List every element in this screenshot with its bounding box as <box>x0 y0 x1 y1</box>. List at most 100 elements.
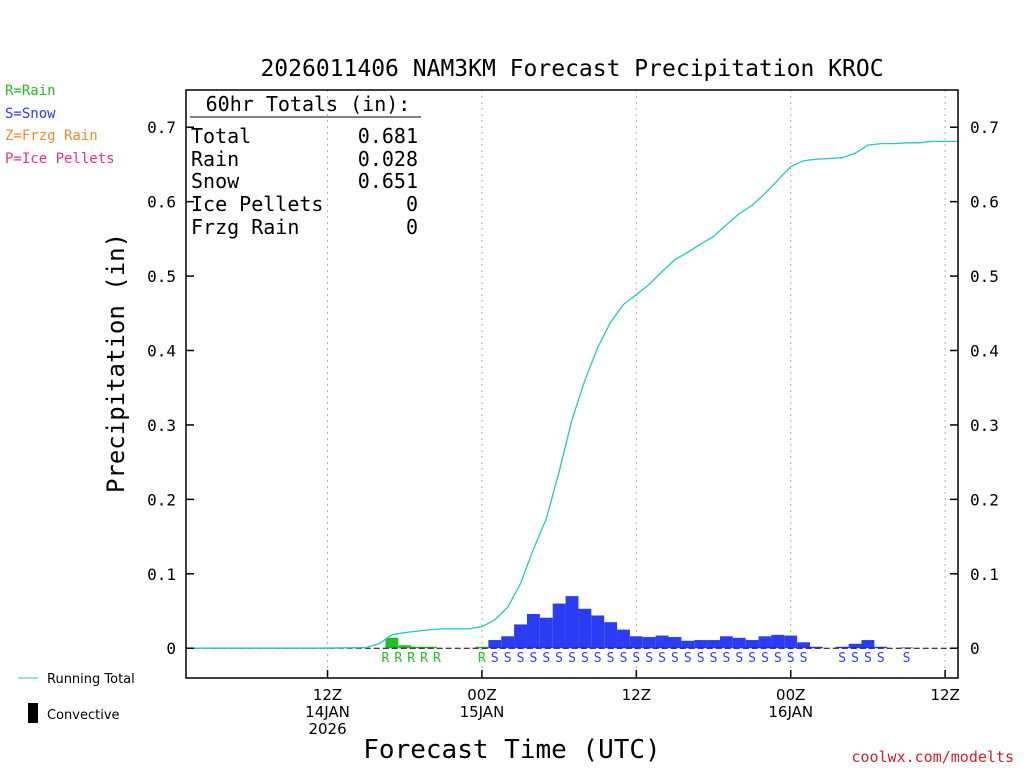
snow-bar-25 <box>810 646 823 649</box>
ptype-label-5: R <box>478 651 486 666</box>
totals-total-label: Total <box>191 124 251 148</box>
snow-bar-26 <box>835 646 849 649</box>
y-tick-label-left-0: 0 <box>166 639 176 658</box>
rain-bar-1 <box>398 645 412 649</box>
ptype-label-9: S <box>529 651 537 666</box>
legend-snow: S=Snow <box>5 106 56 122</box>
ptype-label-29: S <box>787 651 795 666</box>
convective-label: Convective <box>47 708 120 723</box>
snow-bar-15 <box>681 640 695 649</box>
snow-bar-21 <box>758 636 772 649</box>
ptype-label-28: S <box>774 651 782 666</box>
y-tick-label-left-2: 0.2 <box>147 490 176 509</box>
ptype-label-17: S <box>632 651 640 666</box>
ptype-label-27: S <box>761 651 769 666</box>
ptype-label-4: R <box>433 651 441 666</box>
ptype-label-14: S <box>594 651 602 666</box>
ptype-label-16: S <box>620 651 628 666</box>
legend-ice-pellets: P=Ice Pellets <box>5 151 115 167</box>
snow-bar-2 <box>514 624 527 649</box>
snow-bar-22 <box>771 634 785 649</box>
ptype-label-8: S <box>517 651 525 666</box>
gridlines <box>327 90 946 678</box>
axes: 0 00.1 0.10.2 0.20.3 0.30.4 0.40.5 0.50.6 0.60.… <box>147 89 999 738</box>
snow-bar-16 <box>694 640 708 649</box>
x-tick-label-0-2: 2026 <box>308 720 346 738</box>
totals-rain-value: 0.028 <box>358 147 418 171</box>
snow-bar-17 <box>707 640 720 649</box>
plot-frame <box>185 89 959 679</box>
y-tick-label-right-6: 0.6 <box>970 193 999 212</box>
totals-ice-pellets-label: Ice Pellets <box>191 192 323 216</box>
y-tick-label-right-0: 0 <box>970 639 980 658</box>
snow-bar-9 <box>604 622 618 649</box>
totals-total-value: 0.681 <box>358 124 418 148</box>
snow-bar-1 <box>501 636 515 649</box>
snow-bar-5 <box>552 603 566 649</box>
y-tick-label-right-5: 0.5 <box>970 267 999 286</box>
totals-snow-label: Snow <box>191 169 240 193</box>
totals-frzg-rain-label: Frzg Rain <box>191 215 299 239</box>
snow-bar-4 <box>539 617 553 649</box>
snow-bar-13 <box>655 635 669 649</box>
rain-bar-0 <box>385 637 399 649</box>
ptype-label-0: R <box>381 651 389 666</box>
y-tick-label-left-7: 0.7 <box>147 118 176 137</box>
running-total-line <box>193 140 958 649</box>
ptype-label-18: S <box>645 651 653 666</box>
ptype-label-1: R <box>394 651 402 666</box>
y-tick-label-right-3: 0.3 <box>970 416 999 435</box>
y-tick-label-right-1: 0.1 <box>970 565 999 584</box>
rain-bar-3 <box>424 646 437 649</box>
x-tick-label-0-0: 12Z <box>313 686 342 704</box>
ptype-label-11: S <box>555 651 563 666</box>
ptype-label-34: S <box>877 651 885 666</box>
snow-bar-18 <box>719 636 733 649</box>
rain-bar-4 <box>475 646 489 649</box>
x-tick-label-3-1: 16JAN <box>768 703 813 721</box>
ptype-label-30: S <box>800 651 808 666</box>
x-tick-label-1-0: 00Z <box>467 686 496 704</box>
snow-bar-3 <box>526 613 540 649</box>
legend-rain: R=Rain <box>5 83 56 99</box>
snow-bar-28 <box>861 640 875 649</box>
y-tick-label-right-2: 0.2 <box>970 490 999 509</box>
ptype-label-25: S <box>735 651 743 666</box>
ptype-label-20: S <box>671 651 679 666</box>
rain-bar-2 <box>411 646 425 649</box>
ptype-label-21: S <box>684 651 692 666</box>
ptype-label-3: R <box>420 651 428 666</box>
ptype-label-31: S <box>838 651 846 666</box>
totals-ice-pellets-value: 0 <box>406 192 418 216</box>
y-tick-label-left-3: 0.3 <box>147 416 176 435</box>
snow-bar-7 <box>578 608 592 649</box>
ptype-label-35: S <box>903 651 911 666</box>
snow-bar-8 <box>591 615 605 649</box>
bars <box>385 596 913 649</box>
snow-bar-14 <box>668 637 682 649</box>
snow-bar-20 <box>745 640 759 649</box>
y-axis-label: Precipitation (in) <box>102 233 130 493</box>
totals-header: 60hr Totals (in): <box>206 92 411 116</box>
y-tick-label-right-7: 0.7 <box>970 118 999 137</box>
ptype-label-32: S <box>851 651 859 666</box>
ptype-label-15: S <box>607 651 615 666</box>
ptype-label-19: S <box>658 651 666 666</box>
snow-bar-6 <box>565 596 579 649</box>
ptype-label-6: S <box>491 651 499 666</box>
ptype-label-7: S <box>504 651 512 666</box>
snow-bar-0 <box>488 640 502 649</box>
totals-snow-value: 0.651 <box>358 169 418 193</box>
x-tick-label-3-0: 00Z <box>776 686 805 704</box>
running-total-label: Running Total <box>47 672 135 687</box>
y-tick-label-left-6: 0.6 <box>147 193 176 212</box>
ptype-label-2: R <box>407 651 415 666</box>
x-tick-label-0-1: 14JAN <box>305 703 350 721</box>
convective-swatch <box>28 703 38 723</box>
credit: coolwx.com/modelts <box>851 748 1014 766</box>
y-tick-label-left-5: 0.5 <box>147 267 176 286</box>
snow-bar-29 <box>874 646 888 649</box>
totals-rain-label: Rain <box>191 147 239 171</box>
